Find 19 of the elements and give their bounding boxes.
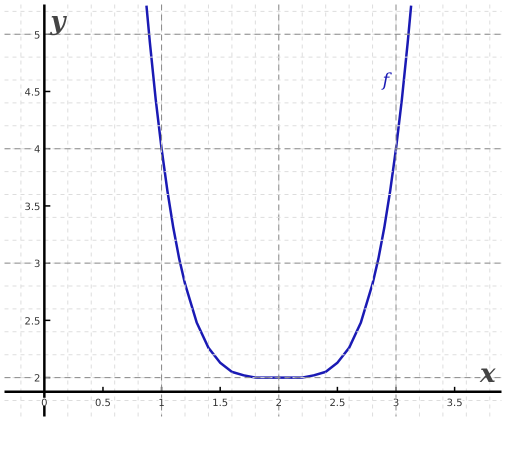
annotation: f	[380, 70, 392, 91]
x-tick-label: 1.5	[212, 398, 228, 409]
y-axis-title: y	[49, 6, 68, 36]
x-tick-label: 0.5	[95, 398, 111, 409]
x-tick-label: 3.5	[446, 398, 463, 409]
line-series	[145, 4, 412, 379]
y-tick-label: 3	[34, 259, 40, 270]
y-tick-label: 2	[34, 374, 40, 385]
x-tick-label: 2	[276, 398, 282, 409]
x-tick-label: 2.5	[329, 398, 346, 409]
y-tick-label: 5	[34, 30, 40, 42]
y-tick-label: 3.5	[24, 202, 40, 213]
x-axis-title: x	[479, 358, 496, 389]
x-tick-label: 1	[158, 398, 165, 409]
y-tick-label: 4.5	[24, 87, 40, 98]
y-tick-label: 2.5	[24, 316, 40, 328]
y-tick-label: 4	[34, 144, 40, 156]
x-tick-label: 3	[392, 398, 400, 409]
x-tick-label: 0	[41, 398, 48, 409]
